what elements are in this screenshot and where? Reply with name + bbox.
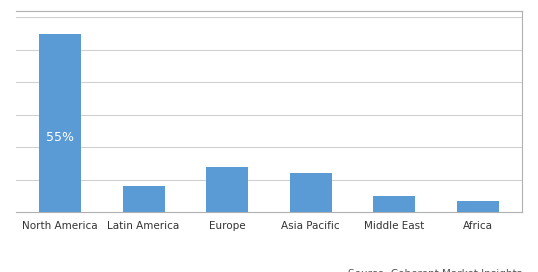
Bar: [39, 34, 81, 212]
Bar: [206, 167, 248, 212]
Bar: [290, 173, 332, 212]
Bar: [123, 186, 165, 212]
Bar: [373, 196, 415, 212]
Bar: [457, 201, 499, 212]
Text: Source: Coherent Market Insights: Source: Coherent Market Insights: [348, 268, 522, 272]
Text: 55%: 55%: [46, 131, 74, 144]
